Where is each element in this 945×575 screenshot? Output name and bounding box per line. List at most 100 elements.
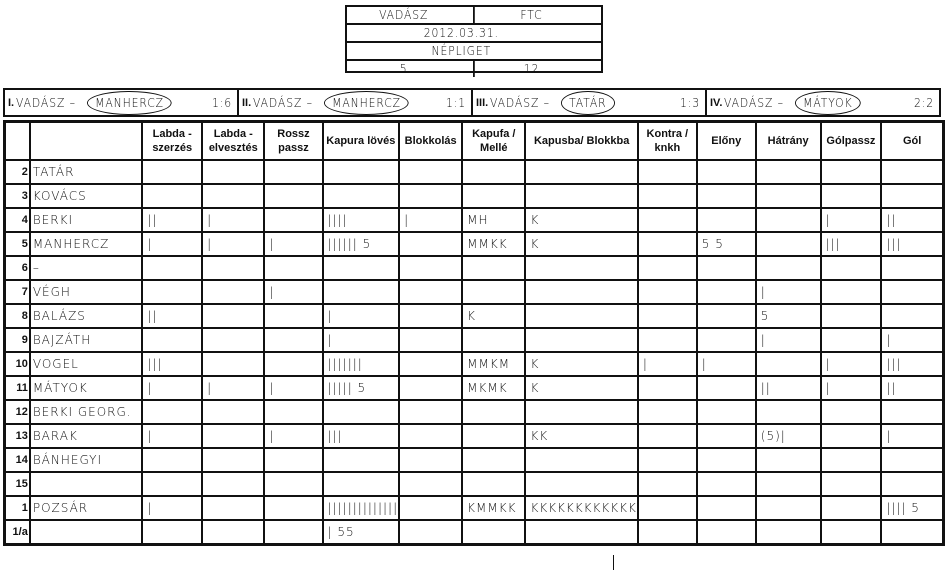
- stat-cell: K: [530, 357, 540, 371]
- stat-cell: |: [269, 381, 275, 395]
- table-row: 5 MANHERCZ | | | |||||| 5 MMKK K 5 5 ||| |||: [3, 231, 945, 257]
- stat-cell: |: [404, 213, 410, 227]
- table-row: 12 BERKI GEORG.: [3, 399, 945, 425]
- table-row: 2 TATÁR: [3, 159, 945, 185]
- period-score: 1:6: [211, 95, 232, 110]
- stat-cell: |: [886, 429, 892, 443]
- player-number: 9: [3, 327, 31, 353]
- stat-cell: | 55: [327, 525, 355, 539]
- stat-cell: |||: [886, 237, 902, 251]
- period-label: II.: [242, 96, 252, 109]
- player-number: 2: [3, 159, 31, 185]
- player-number: 14: [3, 447, 31, 473]
- stat-cell: |: [701, 357, 707, 371]
- column-header: Labda - elvesztés: [201, 120, 266, 161]
- stat-cell: K: [467, 309, 476, 323]
- stat-cell: |: [207, 213, 213, 227]
- player-number: 1: [3, 495, 31, 521]
- player-number: 7: [3, 279, 31, 305]
- home-score: 5: [399, 62, 408, 76]
- stat-cell: |: [327, 333, 333, 347]
- stat-cell: 5: [760, 309, 770, 323]
- stat-cell: ||: [886, 381, 897, 395]
- column-header: Labda - szerzés: [141, 120, 204, 161]
- stat-cell: |||||| 5: [327, 237, 372, 251]
- column-header: Előny: [695, 120, 757, 161]
- stat-cell: MH: [467, 213, 489, 227]
- column-header: Gól: [880, 120, 945, 161]
- period-goalie: MANHERCZ: [323, 90, 409, 115]
- stat-cell: |: [147, 381, 153, 395]
- stat-cell: |: [886, 333, 892, 347]
- stat-cell: ||||| 5: [327, 381, 367, 395]
- stat-cell: |||: [886, 357, 902, 371]
- stat-cell: |||| 5: [886, 501, 920, 515]
- match-date: 2012.03.31.: [423, 26, 499, 40]
- player-name: BARAK: [32, 429, 78, 443]
- player-number: 12: [3, 399, 31, 425]
- player-name: MÁTYOK: [32, 381, 88, 395]
- player-number: 3: [3, 183, 31, 209]
- column-header: Hátrány: [754, 120, 822, 161]
- stat-cell: ||||: [327, 213, 348, 227]
- stat-cell: K: [530, 213, 540, 227]
- stat-cell: |: [760, 333, 766, 347]
- period-teams: VADÁSZ –: [253, 95, 314, 110]
- match-venue: NÉPLIGET: [431, 44, 492, 58]
- stat-cell: ||: [147, 309, 158, 323]
- stat-cell: |: [207, 237, 213, 251]
- column-header: Kapusba/ Blokkba: [524, 120, 639, 161]
- player-number: 11: [3, 375, 31, 401]
- away-score: 12: [473, 61, 588, 77]
- period-score: 2:2: [913, 95, 934, 110]
- table-row: 10 VOGEL ||| ||||||| MMKM K | | | |||: [3, 351, 945, 377]
- table-row: 1 POZSÁR | |||||||||||||| KMMKK KKKKKKKKKKKK |…: [3, 495, 945, 521]
- table-row: 15: [3, 471, 945, 497]
- stat-cell: |: [207, 381, 213, 395]
- player-stats-table: Labda - szerzés Labda - elvesztés Rossz pa…: [3, 120, 945, 546]
- stat-cell: ||||||||||||||: [327, 501, 399, 515]
- period-2: II. VADÁSZ – MANHERCZ 1:1: [237, 90, 471, 115]
- period-goalie: MÁTYOK: [795, 90, 861, 115]
- table-row: 14 BÁNHEGYI: [3, 447, 945, 473]
- column-header: Kontra / knkh: [636, 120, 698, 161]
- stat-cell: |: [269, 285, 275, 299]
- stat-cell: |: [825, 213, 831, 227]
- stat-cell: MMKK: [467, 237, 508, 251]
- stat-cell: |||||||: [327, 357, 363, 371]
- period-teams: VADÁSZ –: [490, 95, 551, 110]
- stat-cell: |||: [327, 429, 343, 443]
- stat-cell: |: [825, 357, 831, 371]
- stat-cell: KKKKKKKKKKKK: [530, 501, 637, 515]
- pen-mark: [613, 555, 614, 570]
- table-row: 9 BAJZÁTH | | |: [3, 327, 945, 353]
- period-score: 1:1: [445, 95, 466, 110]
- player-name: BAJZÁTH: [32, 333, 92, 347]
- player-name: BERKI: [32, 213, 74, 227]
- header-number: [3, 120, 31, 161]
- away-team: FTC: [473, 7, 588, 23]
- player-name: MANHERCZ: [32, 237, 110, 251]
- stat-cell: MKMK: [467, 381, 508, 395]
- stat-cell: ||: [147, 213, 158, 227]
- player-number: 1/a: [3, 519, 31, 546]
- period-label: III.: [476, 96, 489, 109]
- player-number: 10: [3, 351, 31, 377]
- stat-cell: 5 5: [701, 237, 724, 251]
- stat-cell: |: [327, 309, 333, 323]
- stat-cell: |||: [147, 357, 163, 371]
- player-number: 4: [3, 207, 31, 233]
- stat-cell: |||: [825, 237, 841, 251]
- table-row: 4 BERKI || | |||| | MH K | ||: [3, 207, 945, 233]
- player-number: 8: [3, 303, 31, 329]
- period-label: I.: [8, 96, 15, 109]
- period-3: III. VADÁSZ – TATÁR 1:3: [471, 90, 705, 115]
- table-row: 6–: [3, 255, 945, 281]
- stat-cell: MMKM: [467, 357, 511, 371]
- player-name: TATÁR: [32, 165, 75, 179]
- stat-cell: KK: [530, 429, 549, 443]
- period-scores-row: I. VADÁSZ – MANHERCZ 1:6 II. VADÁSZ – MANHERCZ…: [3, 88, 941, 117]
- column-header: Blokkolás: [398, 120, 464, 161]
- stat-cell: |: [642, 357, 648, 371]
- player-number: 5: [3, 231, 31, 257]
